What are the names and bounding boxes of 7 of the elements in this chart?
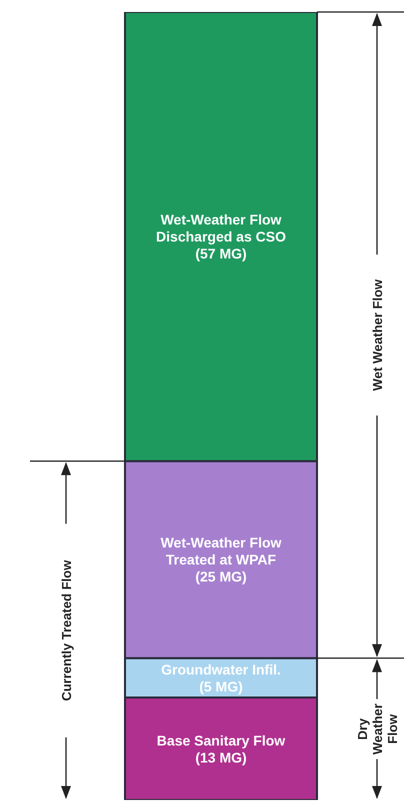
data-label: Wet-Weather Flow Discharged as CSO (57 MG) — [156, 212, 286, 262]
data-label: Wet-Weather Flow Treated at WPAF (25 MG) — [160, 534, 282, 585]
text: Currently Treated Flow — [59, 559, 74, 702]
text: Dry Weather Flow — [355, 704, 400, 755]
text: Wet Weather Flow — [370, 278, 385, 391]
data-label: Base Sanitary Flow (13 MG) — [156, 732, 286, 766]
data-label: Groundwater Infil. (5 MG) — [161, 661, 281, 694]
